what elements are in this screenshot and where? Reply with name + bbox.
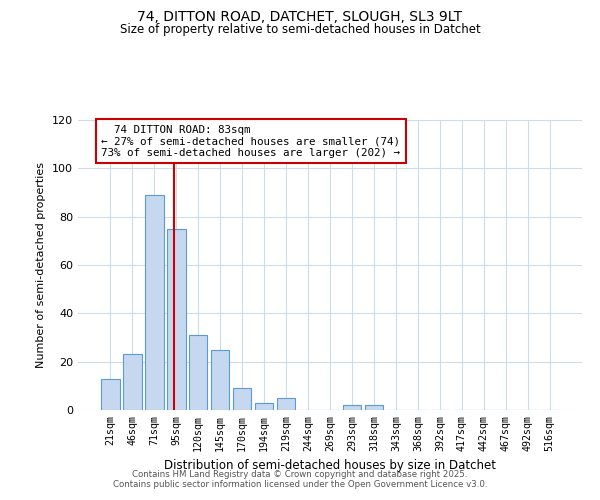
Y-axis label: Number of semi-detached properties: Number of semi-detached properties (37, 162, 46, 368)
X-axis label: Distribution of semi-detached houses by size in Datchet: Distribution of semi-detached houses by … (164, 459, 496, 472)
Bar (277, 398, 295, 410)
Bar (167, 229, 185, 410)
Text: Contains HM Land Registry data © Crown copyright and database right 2025.: Contains HM Land Registry data © Crown c… (132, 470, 468, 479)
Bar (101, 378, 119, 410)
Bar (145, 195, 164, 410)
Bar (255, 403, 274, 410)
Bar (233, 388, 251, 410)
Text: 74 DITTON ROAD: 83sqm
← 27% of semi-detached houses are smaller (74)
73% of semi: 74 DITTON ROAD: 83sqm ← 27% of semi-deta… (101, 125, 400, 158)
Bar (211, 350, 229, 410)
Bar (189, 335, 208, 410)
Bar (365, 405, 383, 410)
Text: 74, DITTON ROAD, DATCHET, SLOUGH, SL3 9LT: 74, DITTON ROAD, DATCHET, SLOUGH, SL3 9L… (137, 10, 463, 24)
Bar (123, 354, 142, 410)
Text: Size of property relative to semi-detached houses in Datchet: Size of property relative to semi-detach… (119, 22, 481, 36)
Text: Contains public sector information licensed under the Open Government Licence v3: Contains public sector information licen… (113, 480, 487, 489)
Bar (343, 405, 361, 410)
